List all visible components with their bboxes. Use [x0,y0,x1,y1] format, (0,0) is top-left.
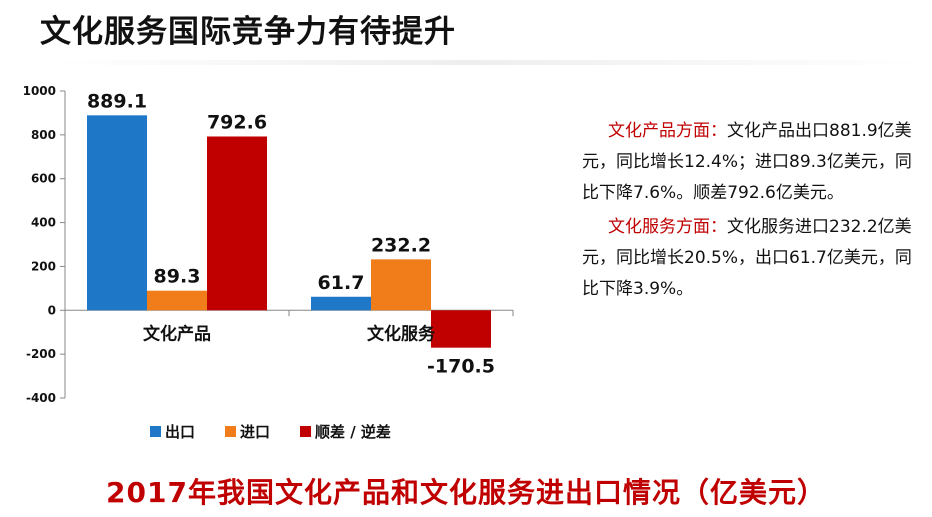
chart-caption: 2017年我国文化产品和文化服务进出口情况（亿美元） [106,476,826,509]
bar [431,310,491,348]
legend-swatch [150,426,161,437]
data-label: 889.1 [87,90,147,112]
y-tick-label: -200 [26,347,56,361]
slide-title: 文化服务国际竞争力有待提升 [40,14,456,50]
products-heading: 文化产品方面： [608,121,727,141]
data-label: 89.3 [154,266,201,288]
legend-swatch [225,426,236,437]
category-label: 文化产品 [143,323,211,344]
description-panel: 文化产品方面：文化产品出口881.9亿美元，同比增长12.4%；进口89.3亿美… [582,116,922,308]
bar [371,259,431,311]
y-tick-label: 1000 [23,84,56,98]
services-body: 文化服务进口232.2亿美元，同比增长20.5%，出口61.7亿美元，同比下降3… [582,217,912,299]
bar [311,296,371,311]
y-tick-label: 600 [31,172,56,186]
y-tick-label: -400 [26,391,56,405]
data-label: -170.5 [427,356,495,378]
legend-label: 出口 [165,423,195,441]
legend-label: 顺差 / 逆差 [315,423,391,441]
services-paragraph: 文化服务方面：文化服务进口232.2亿美元，同比增长20.5%，出口61.7亿美… [582,212,922,305]
y-tick-label: 200 [31,259,56,273]
data-label: 61.7 [318,272,365,294]
products-body: 文化产品出口881.9亿美元，同比增长12.4%；进口89.3亿美元，同比下降7… [582,121,912,203]
bar [207,136,267,311]
bar [147,290,207,311]
products-paragraph: 文化产品方面：文化产品出口881.9亿美元，同比增长12.4%；进口89.3亿美… [582,116,922,209]
bar [87,115,147,311]
legend-swatch [300,426,311,437]
y-tick-label: 0 [48,303,56,317]
y-tick-label: 800 [31,128,56,142]
data-label: 792.6 [207,111,267,133]
data-label: 232.2 [371,234,431,256]
title-divider [8,60,926,65]
category-label: 文化服务 [367,323,436,344]
services-heading: 文化服务方面： [608,217,727,237]
y-tick-label: 400 [31,216,56,230]
legend-label: 进口 [240,423,270,441]
